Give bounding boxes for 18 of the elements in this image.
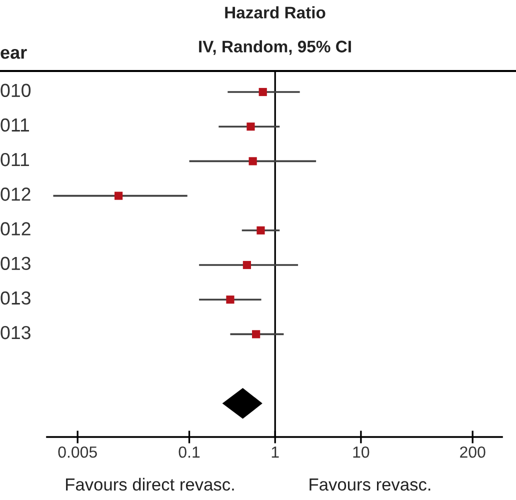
x-tick-label: 0.1 [178, 446, 200, 458]
x-tick-label: 10 [353, 446, 370, 458]
y-tick-label: 011 [0, 118, 29, 132]
y-tick-label: 012 [0, 188, 30, 201]
x-tick-label: 200 [460, 446, 486, 458]
x-tick-label: 1 [272, 446, 279, 458]
y-tick-label: 013 [0, 256, 30, 270]
text: Favours revasc. [310, 478, 430, 491]
text: Favours direct revasc. [66, 478, 234, 491]
y-tick-label: 010 [0, 84, 31, 98]
y-tick-label: 012 [0, 222, 30, 236]
chart-subtitle: IV, Random, 95% CI [199, 40, 351, 55]
y-tick-label: 011 [0, 152, 29, 166]
y-tick-label: 013 [0, 291, 30, 305]
chart-title: Hazard Ratio [225, 6, 326, 18]
x-tick-label: 0.005 [58, 446, 97, 458]
y-tick-label: 013 [0, 326, 30, 340]
text: ear [0, 48, 27, 59]
